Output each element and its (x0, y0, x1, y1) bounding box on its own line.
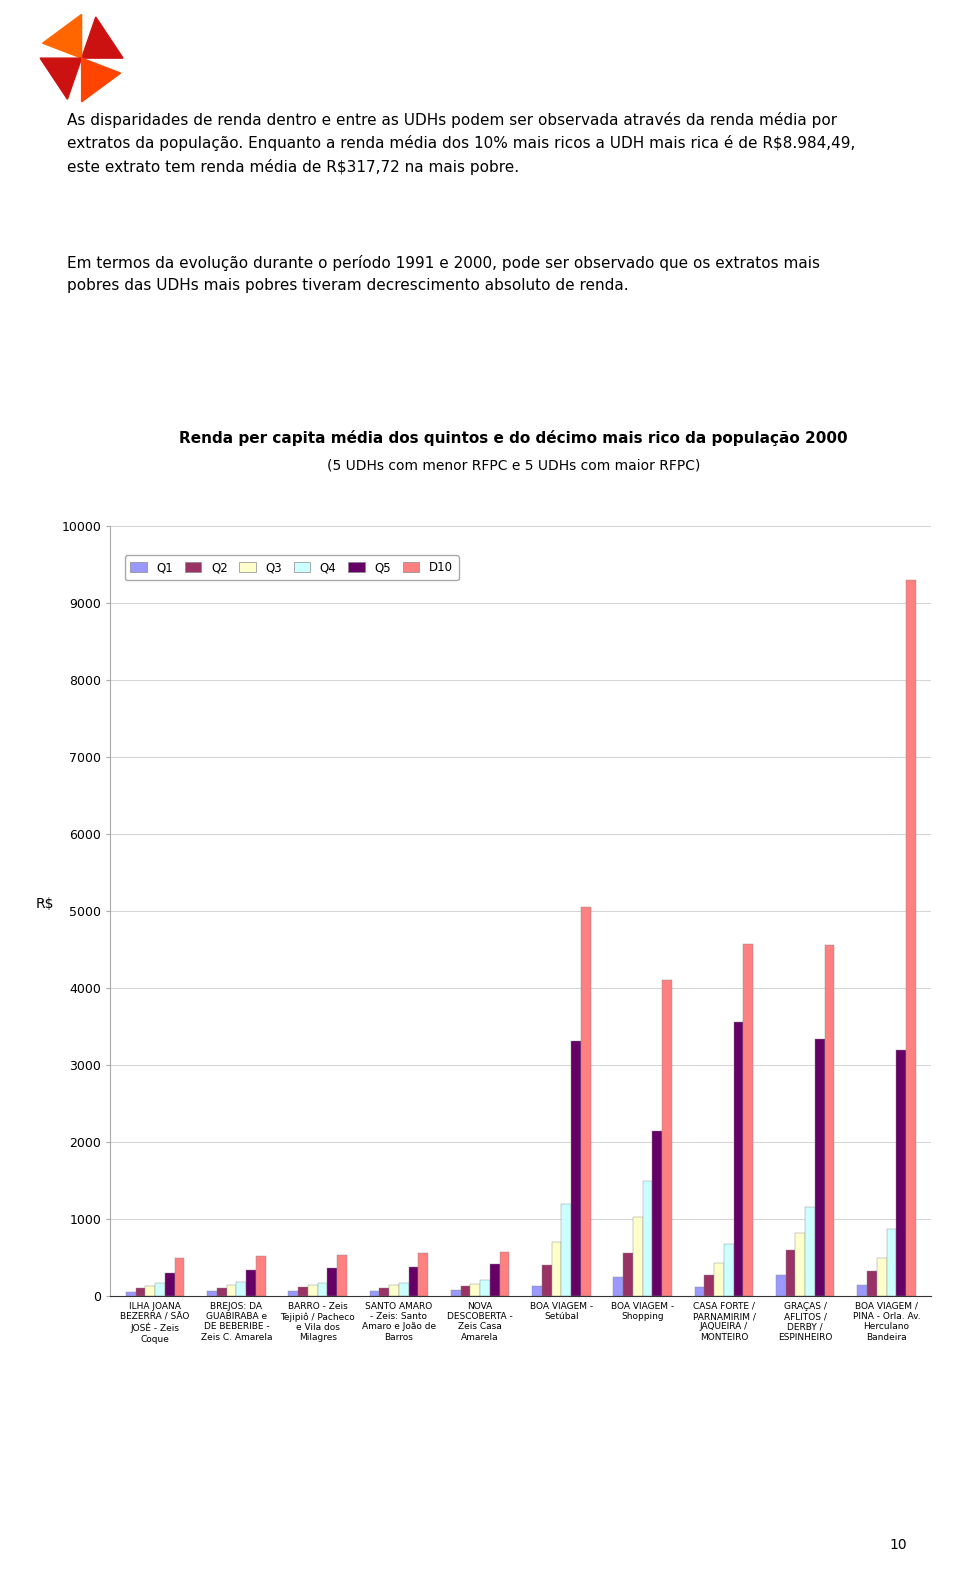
Bar (451, 1290, 461, 1296)
Bar (217, 1288, 227, 1296)
Bar (461, 1287, 470, 1296)
Bar (876, 1258, 886, 1296)
Bar (145, 1287, 156, 1296)
Bar (288, 1291, 299, 1296)
Polygon shape (82, 58, 121, 102)
Y-axis label: R$: R$ (36, 897, 54, 911)
Bar (299, 1287, 308, 1296)
Bar (623, 1254, 633, 1296)
Bar (562, 1203, 571, 1296)
Polygon shape (82, 17, 123, 58)
Bar (552, 1243, 562, 1296)
Bar (613, 1277, 623, 1296)
Bar (886, 1229, 897, 1296)
Bar (867, 1271, 876, 1296)
Polygon shape (40, 58, 82, 99)
Bar (581, 908, 590, 1296)
Bar (906, 580, 916, 1296)
Text: (5 UDHs com menor RFPC e 5 UDHs com maior RFPC): (5 UDHs com menor RFPC e 5 UDHs com maio… (327, 459, 700, 473)
Text: Em termos da evolução durante o período 1991 e 2000, pode ser observado que os e: Em termos da evolução durante o período … (67, 255, 820, 292)
Bar (175, 1257, 184, 1296)
Bar (246, 1269, 256, 1296)
Bar (470, 1284, 480, 1296)
Bar (776, 1274, 785, 1296)
Bar (653, 1131, 662, 1296)
Bar (733, 1023, 743, 1296)
Bar (327, 1268, 337, 1296)
Bar (156, 1284, 165, 1296)
Bar (256, 1257, 266, 1296)
Bar (785, 1251, 796, 1296)
Bar (805, 1207, 815, 1296)
Bar (409, 1266, 419, 1296)
Bar (379, 1288, 389, 1296)
Bar (857, 1285, 867, 1296)
Bar (389, 1285, 399, 1296)
Bar (490, 1263, 499, 1296)
Text: As disparidades de renda dentro e entre as UDHs podem ser observada através da r: As disparidades de renda dentro e entre … (67, 112, 855, 174)
Bar (897, 1049, 906, 1296)
Bar (714, 1263, 724, 1296)
Bar (705, 1274, 714, 1296)
Bar (642, 1181, 653, 1296)
Bar (499, 1252, 510, 1296)
Bar (399, 1282, 409, 1296)
Bar (825, 946, 834, 1296)
Bar (236, 1282, 246, 1296)
Bar (571, 1040, 581, 1296)
Bar (370, 1291, 379, 1296)
Bar (724, 1244, 733, 1296)
Bar (165, 1273, 175, 1296)
Bar (542, 1265, 552, 1296)
Text: Renda per capita média dos quintos e do décimo mais rico da população 2000: Renda per capita média dos quintos e do … (180, 430, 848, 446)
Bar (337, 1255, 347, 1296)
Bar (227, 1285, 236, 1296)
Bar (662, 980, 672, 1296)
Legend: Q1, Q2, Q3, Q4, Q5, D10: Q1, Q2, Q3, Q4, Q5, D10 (125, 555, 459, 580)
Bar (480, 1280, 490, 1296)
Bar (419, 1254, 428, 1296)
Bar (126, 1291, 135, 1296)
Bar (318, 1282, 327, 1296)
Text: 10: 10 (890, 1538, 907, 1552)
Bar (743, 944, 754, 1296)
Bar (207, 1291, 217, 1296)
Bar (796, 1233, 805, 1296)
Bar (532, 1287, 542, 1296)
Bar (695, 1287, 705, 1296)
Polygon shape (42, 14, 82, 58)
Bar (308, 1285, 318, 1296)
Bar (633, 1218, 642, 1296)
Bar (135, 1288, 145, 1296)
Bar (815, 1038, 825, 1296)
